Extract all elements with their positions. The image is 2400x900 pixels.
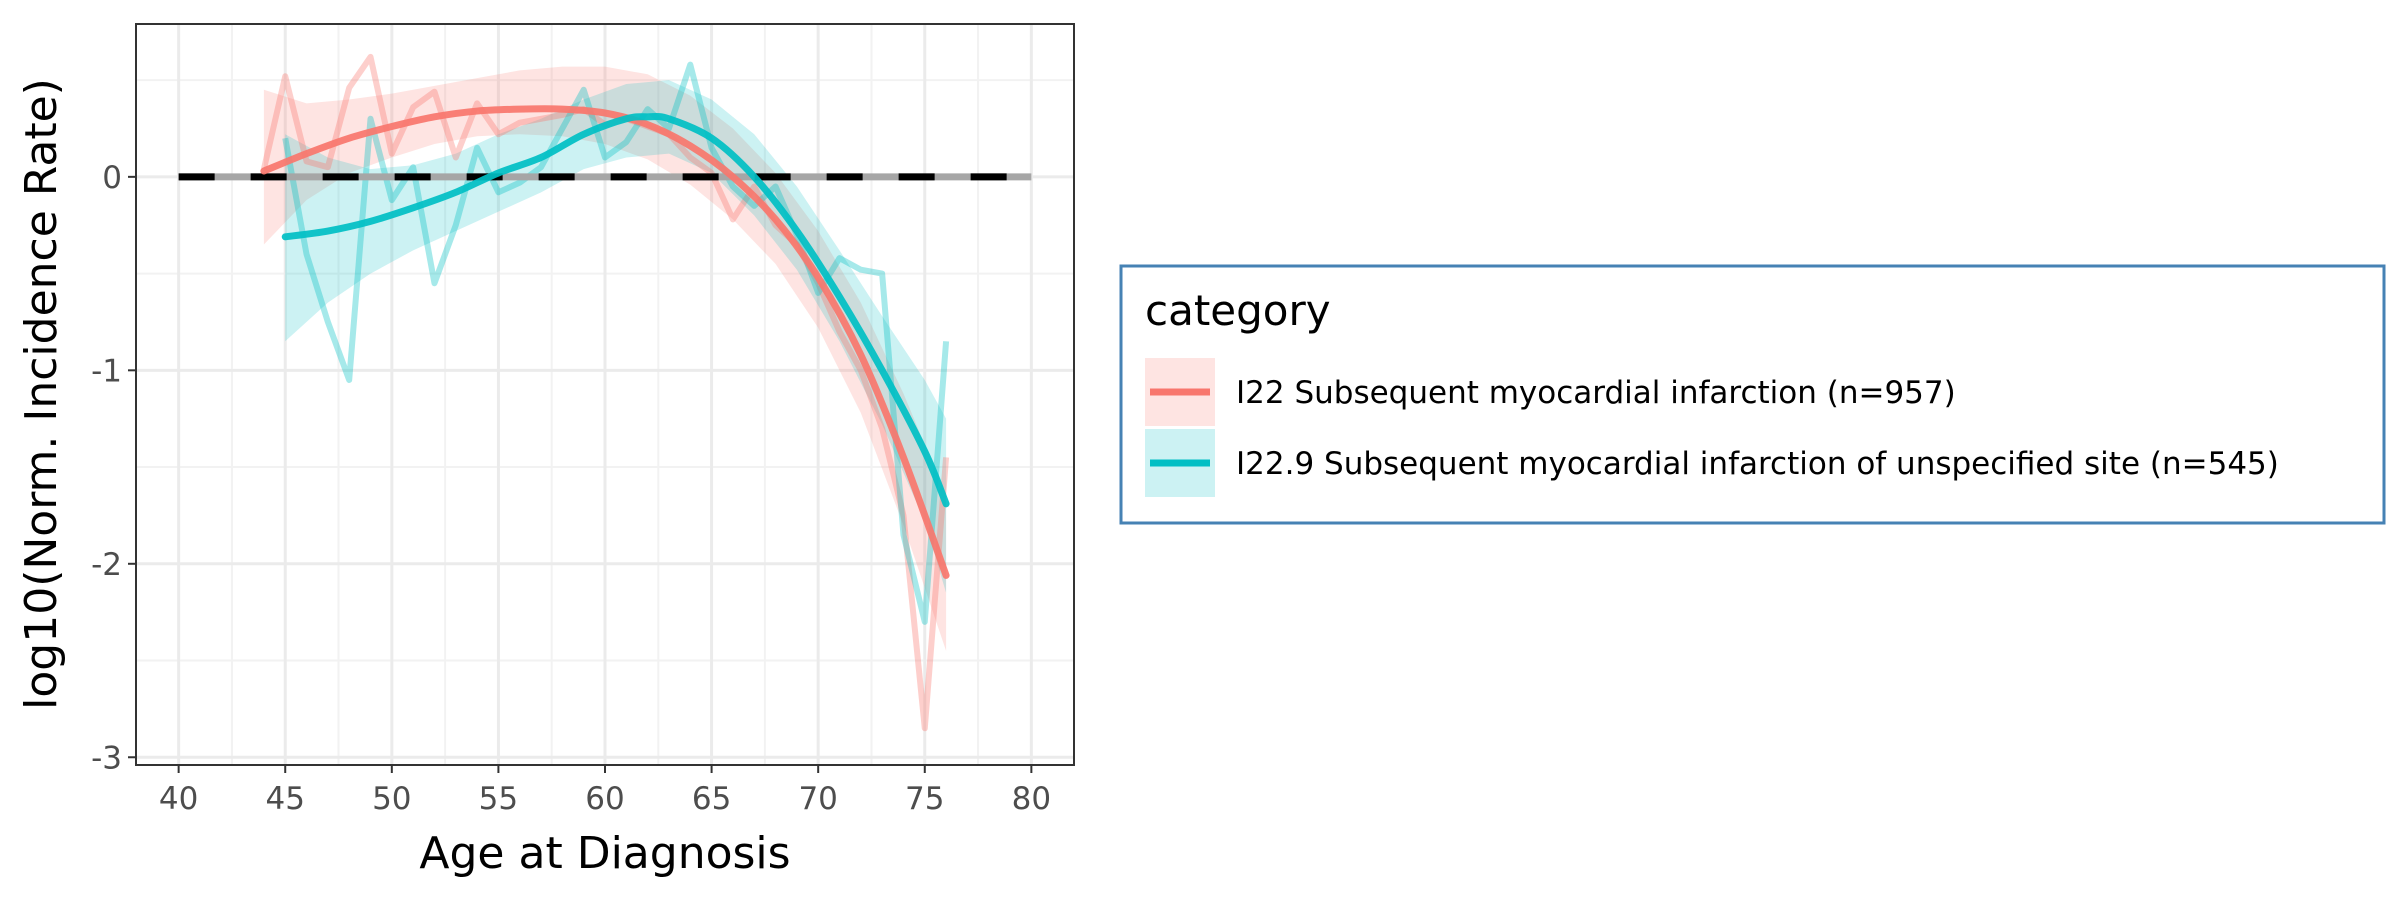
x-tick-label: 75 [905,781,944,817]
x-tick-label: 80 [1012,781,1051,817]
x-tick-label: 70 [798,781,837,817]
y-axis-ticks: 0 -1 -2 -3 [91,160,136,776]
x-tick-label: 50 [372,781,411,817]
y-tick-label: -1 [91,353,122,389]
y-tick-label: 0 [102,160,122,196]
x-axis-ticks: 40 45 50 55 60 65 70 75 80 [159,765,1051,817]
x-tick-label: 40 [159,781,198,817]
confidence-band-series-1 [263,66,947,651]
legend-label-2: I22.9 Subsequent myocardial infarction o… [1236,446,2279,482]
raw-line-series-2 [282,61,950,625]
legend-items: I22 Subsequent myocardial infarction (n=… [1145,358,2279,497]
y-axis-title: log10(Norm. Incidence Rate) [16,78,67,710]
x-tick-label: 45 [266,781,305,817]
x-tick-label: 55 [479,781,518,817]
y-tick-label: -2 [91,547,122,583]
legend-box [1119,264,2386,525]
legend-label-1: I22 Subsequent myocardial infarction (n=… [1236,375,1956,411]
x-tick-label: 60 [585,781,624,817]
smooth-lines [260,105,950,579]
y-tick-label: -3 [91,740,122,776]
legend-title: category [1145,286,1331,335]
x-tick-label: 65 [692,781,731,817]
x-axis-title: Age at Diagnosis [419,828,790,879]
legend: category I22 Subsequent myocardial infar… [1119,264,2386,525]
smooth-line-series-2 [281,113,950,508]
